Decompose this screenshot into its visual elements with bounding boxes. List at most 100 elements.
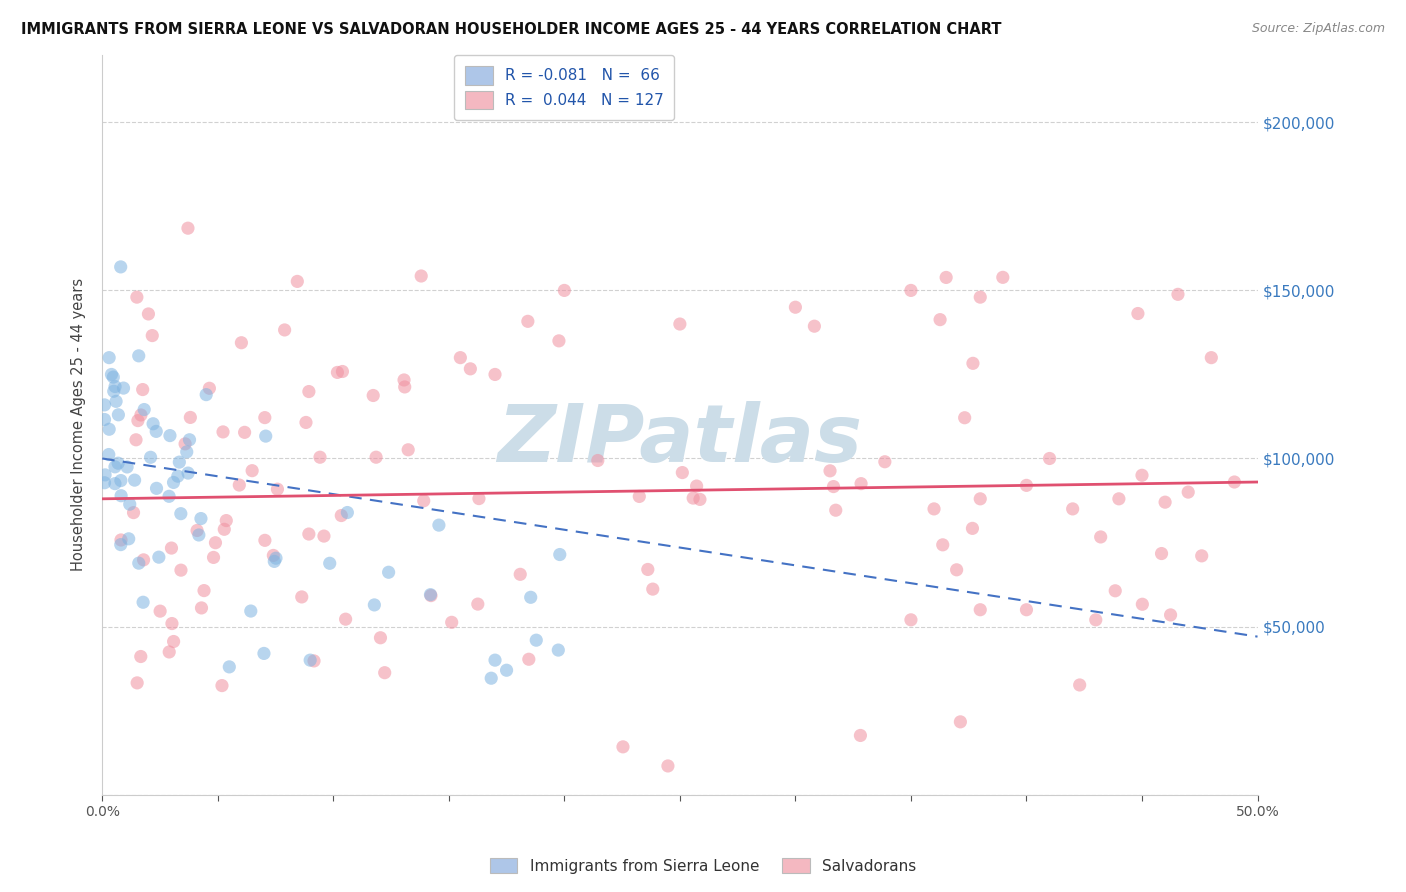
Point (440, 615, 463, 630)
Legend: Immigrants from Sierra Leone, Salvadorans: Immigrants from Sierra Leone, Salvadoran… (484, 852, 922, 880)
Point (900, 613, 922, 627)
Point (312, 529, 335, 543)
Point (176, 445, 198, 459)
Point (103, 384, 125, 399)
Point (336, 506, 359, 520)
Point (363, 598, 385, 612)
Point (128, 556, 150, 570)
Point (818, 464, 841, 478)
Point (127, 414, 149, 428)
Point (394, 380, 416, 394)
Text: ZIPatlas: ZIPatlas (498, 401, 862, 479)
Point (162, 634, 184, 648)
Point (174, 437, 197, 451)
Point (107, 456, 129, 470)
Point (202, 550, 225, 565)
Point (211, 679, 233, 693)
Point (962, 356, 984, 370)
Point (100, 368, 122, 382)
Point (364, 450, 387, 465)
Point (682, 491, 704, 505)
Point (157, 645, 180, 659)
Point (110, 538, 132, 552)
Point (1167, 287, 1189, 301)
Point (685, 479, 707, 493)
Point (187, 528, 209, 542)
Point (420, 589, 443, 603)
Point (179, 433, 201, 447)
Point (97, 448, 120, 462)
Point (177, 466, 200, 480)
Point (1126, 306, 1149, 320)
Point (253, 410, 276, 425)
Point (254, 429, 277, 443)
Point (190, 511, 212, 525)
Point (553, 284, 575, 298)
Point (1150, 547, 1173, 561)
Point (110, 489, 132, 503)
Point (190, 601, 212, 615)
Point (1130, 597, 1153, 611)
Point (266, 482, 288, 496)
Point (641, 582, 664, 596)
Point (411, 268, 433, 283)
Point (110, 260, 132, 274)
Point (1154, 495, 1177, 509)
Point (285, 274, 308, 288)
Point (157, 489, 180, 503)
Point (370, 631, 392, 645)
Point (193, 583, 215, 598)
Point (1191, 549, 1213, 563)
Point (104, 476, 127, 491)
Point (212, 425, 235, 439)
Point (419, 588, 441, 602)
Point (519, 591, 541, 605)
Point (849, 728, 872, 742)
Y-axis label: Householder Income Ages 25 - 44 years: Householder Income Ages 25 - 44 years (72, 278, 86, 572)
Point (330, 508, 353, 523)
Point (823, 479, 845, 493)
Point (396, 442, 419, 457)
Point (302, 654, 325, 668)
Point (118, 497, 141, 511)
Point (215, 514, 238, 528)
Point (945, 563, 967, 577)
Point (160, 541, 183, 555)
Point (204, 535, 226, 549)
Point (159, 428, 181, 442)
Point (319, 556, 342, 570)
Text: Source: ZipAtlas.com: Source: ZipAtlas.com (1251, 22, 1385, 36)
Point (377, 566, 399, 580)
Point (1015, 478, 1038, 492)
Point (132, 595, 155, 609)
Point (195, 387, 218, 401)
Point (273, 323, 295, 337)
Point (309, 450, 332, 465)
Point (298, 527, 321, 541)
Point (170, 563, 193, 577)
Point (1160, 607, 1182, 622)
Point (785, 300, 807, 314)
Point (218, 660, 240, 674)
Point (460, 361, 482, 376)
Point (335, 612, 357, 626)
Point (1090, 530, 1112, 544)
Point (240, 464, 263, 478)
Point (949, 714, 972, 729)
Point (953, 410, 976, 425)
Point (263, 554, 285, 568)
Point (509, 567, 531, 582)
Point (98, 351, 121, 365)
Point (932, 538, 955, 552)
Point (361, 388, 384, 402)
Point (299, 653, 322, 667)
Point (1015, 603, 1038, 617)
Point (468, 491, 491, 506)
Point (115, 459, 138, 474)
Point (969, 603, 991, 617)
Point (935, 270, 957, 285)
Point (524, 633, 547, 648)
Point (214, 522, 236, 536)
Point (495, 663, 517, 677)
Point (929, 312, 952, 326)
